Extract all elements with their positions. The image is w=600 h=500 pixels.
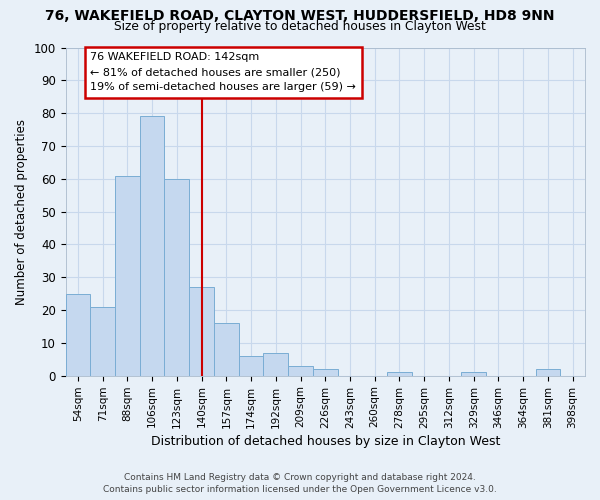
Bar [239,356,263,376]
Bar [461,372,486,376]
Bar [263,352,288,376]
Text: 76 WAKEFIELD ROAD: 142sqm
← 81% of detached houses are smaller (250)
19% of semi: 76 WAKEFIELD ROAD: 142sqm ← 81% of detac… [90,52,356,92]
Text: Size of property relative to detached houses in Clayton West: Size of property relative to detached ho… [114,20,486,33]
Bar [313,369,338,376]
X-axis label: Distribution of detached houses by size in Clayton West: Distribution of detached houses by size … [151,434,500,448]
Bar [140,116,164,376]
Bar [90,307,115,376]
Bar [288,366,313,376]
Bar [65,294,90,376]
Bar [115,176,140,376]
Y-axis label: Number of detached properties: Number of detached properties [15,118,28,304]
Bar [536,369,560,376]
Bar [164,179,189,376]
Bar [214,323,239,376]
Bar [387,372,412,376]
Bar [189,287,214,376]
Text: Contains HM Land Registry data © Crown copyright and database right 2024.
Contai: Contains HM Land Registry data © Crown c… [103,472,497,494]
Text: 76, WAKEFIELD ROAD, CLAYTON WEST, HUDDERSFIELD, HD8 9NN: 76, WAKEFIELD ROAD, CLAYTON WEST, HUDDER… [45,9,555,23]
